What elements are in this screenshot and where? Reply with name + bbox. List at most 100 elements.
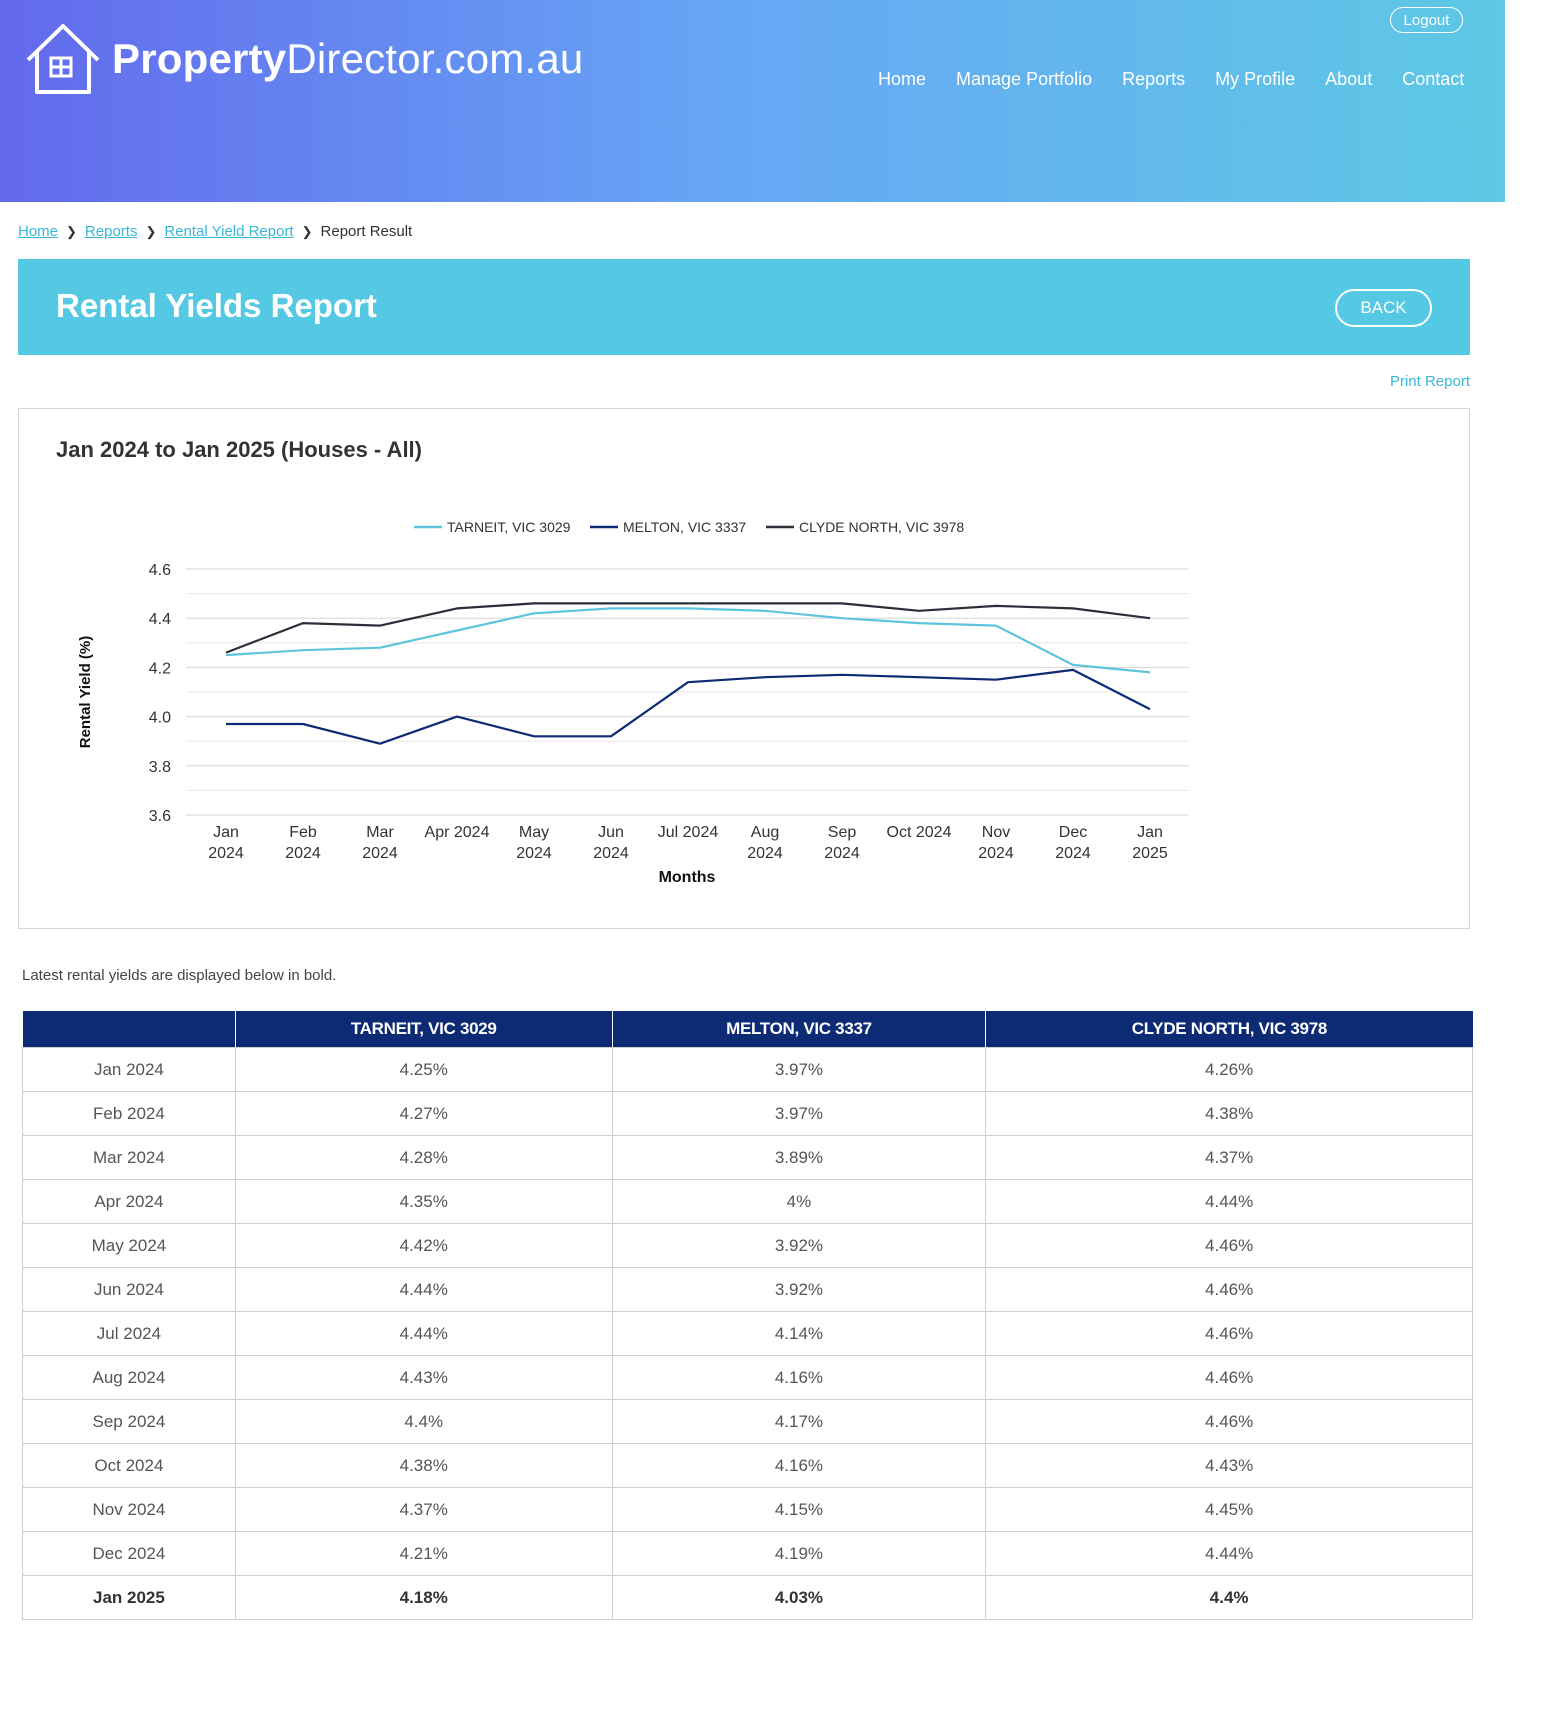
table-header-tarneit: TARNEIT, VIC 3029	[235, 1011, 613, 1048]
cell-melton: 3.97%	[611, 1047, 987, 1092]
cell-month: Jul 2024	[22, 1311, 236, 1356]
y-tick-label: 3.6	[149, 808, 171, 825]
cell-melton: 4.03%	[611, 1575, 987, 1620]
table-header-row: TARNEIT, VIC 3029 MELTON, VIC 3337 CLYDE…	[22, 1011, 1473, 1048]
cell-melton: 4.16%	[611, 1443, 987, 1488]
cell-melton: 4.19%	[611, 1531, 987, 1576]
cell-month: Mar 2024	[22, 1135, 236, 1180]
y-tick-label: 4.2	[149, 660, 171, 677]
table-row: Apr 2024 4.35% 4% 4.44%	[22, 1179, 1473, 1224]
cell-melton: 4.15%	[611, 1487, 987, 1532]
legend-label-tarneit: TARNEIT, VIC 3029	[447, 519, 571, 535]
table-row: Feb 2024 4.27% 3.97% 4.38%	[22, 1091, 1473, 1136]
cell-clyde-north: 4.44%	[985, 1531, 1473, 1576]
cell-melton: 4.16%	[611, 1355, 987, 1400]
legend-label-melton: MELTON, VIC 3337	[623, 519, 746, 535]
cell-clyde-north: 4.46%	[985, 1311, 1473, 1356]
table-header-blank	[22, 1011, 236, 1048]
x-tick-label-month: Jan	[1137, 824, 1163, 841]
breadcrumb-rental-yield-report[interactable]: Rental Yield Report	[164, 223, 294, 240]
cell-clyde-north: 4.46%	[985, 1267, 1473, 1312]
y-tick-label: 4.6	[149, 562, 171, 579]
house-logo-icon	[26, 24, 100, 94]
x-tick-label: Jun 2024	[593, 824, 629, 862]
cell-melton: 4.17%	[611, 1399, 987, 1444]
cell-melton: 4%	[611, 1179, 987, 1224]
cell-tarneit: 4.27%	[234, 1091, 613, 1136]
x-tick-label-month: Sep	[828, 824, 857, 841]
x-tick-label-year: 2024	[516, 845, 552, 862]
table-row: Oct 2024 4.38% 4.16% 4.43%	[22, 1443, 1473, 1488]
x-tick-label: Nov 2024	[978, 824, 1014, 862]
cell-month: Aug 2024	[22, 1355, 236, 1400]
cell-month: Feb 2024	[22, 1091, 236, 1136]
cell-tarneit: 4.4%	[234, 1399, 613, 1444]
table-row: Mar 2024 4.28% 3.89% 4.37%	[22, 1135, 1473, 1180]
brand-name-bold: Property	[112, 35, 287, 82]
table-header-clyde-north: CLYDE NORTH, VIC 3978	[985, 1011, 1473, 1048]
chevron-right-icon: ❯	[301, 223, 313, 239]
cell-clyde-north: 4.46%	[985, 1355, 1473, 1400]
cell-month: Jan 2025	[22, 1575, 236, 1620]
table-row: Jan 2025 4.18% 4.03% 4.4%	[22, 1575, 1473, 1620]
x-tick-label-year: 2024	[978, 845, 1014, 862]
x-tick-label-year: 2024	[285, 845, 321, 862]
table-row: Jan 2024 4.25% 3.97% 4.26%	[22, 1047, 1473, 1092]
breadcrumb-home[interactable]: Home	[18, 223, 59, 240]
cell-melton: 4.14%	[611, 1311, 987, 1356]
y-tick-label: 3.8	[149, 759, 171, 776]
cell-month: Apr 2024	[22, 1179, 236, 1224]
x-tick-label-month: Jan	[213, 824, 239, 841]
table-row: Jun 2024 4.44% 3.92% 4.46%	[22, 1267, 1473, 1312]
print-report-link[interactable]: Print Report	[1389, 373, 1470, 390]
cell-melton: 3.89%	[611, 1135, 987, 1180]
x-tick-label-year: 2024	[593, 845, 629, 862]
x-tick-label-month: Jun	[598, 824, 624, 841]
cell-clyde-north: 4.26%	[985, 1047, 1473, 1092]
cell-melton: 3.97%	[611, 1091, 987, 1136]
cell-tarneit: 4.21%	[234, 1531, 613, 1576]
cell-tarneit: 4.42%	[234, 1223, 613, 1268]
cell-tarneit: 4.38%	[234, 1443, 613, 1488]
y-axis-label: Rental Yield (%)	[77, 636, 94, 749]
brand-name: PropertyDirector.com.au	[112, 35, 583, 83]
y-tick-label: 4.4	[149, 611, 171, 628]
logout-button[interactable]: Logout	[1390, 7, 1463, 33]
cell-month: Oct 2024	[22, 1443, 236, 1488]
breadcrumb-reports[interactable]: Reports	[84, 223, 138, 240]
cell-tarneit: 4.28%	[234, 1135, 613, 1180]
table-row: Jul 2024 4.44% 4.14% 4.46%	[22, 1311, 1473, 1356]
nav-contact[interactable]: Contact	[1402, 69, 1465, 89]
cell-tarneit: 4.44%	[234, 1267, 613, 1312]
nav-manage-portfolio[interactable]: Manage Portfolio	[956, 69, 1093, 89]
cell-melton: 3.92%	[611, 1267, 987, 1312]
x-tick-label: Oct 2024	[887, 824, 952, 841]
cell-clyde-north: 4.44%	[985, 1179, 1473, 1224]
site-logo[interactable]: PropertyDirector.com.au	[24, 22, 583, 96]
y-tick-label: 4.0	[149, 710, 171, 727]
brand-name-light: Director.com.au	[286, 35, 584, 82]
legend-label-clyde-north: CLYDE NORTH, VIC 3978	[799, 519, 964, 535]
table-row: May 2024 4.42% 3.92% 4.46%	[22, 1223, 1473, 1268]
cell-month: Dec 2024	[22, 1531, 236, 1576]
cell-month: Jun 2024	[22, 1267, 236, 1312]
cell-tarneit: 4.43%	[234, 1355, 613, 1400]
page-title: Rental Yields Report	[56, 287, 377, 324]
back-button[interactable]: BACK	[1335, 289, 1432, 327]
nav-reports[interactable]: Reports	[1122, 69, 1186, 89]
x-tick-label-month: Mar	[366, 824, 394, 841]
breadcrumb-current: Report Result	[320, 223, 413, 240]
cell-month: Nov 2024	[22, 1487, 236, 1532]
table-row: Sep 2024 4.4% 4.17% 4.46%	[22, 1399, 1473, 1444]
nav-home[interactable]: Home	[878, 69, 927, 89]
x-tick-label-year: 2024	[208, 845, 244, 862]
rental-yield-line-chart: 4.6 4.4 4.2 4.0 3.8 3.6 Rental Yield (%) Jan 202…	[77, 519, 1189, 886]
table-row: Aug 2024 4.43% 4.16% 4.46%	[22, 1355, 1473, 1400]
cell-clyde-north: 4.4%	[985, 1575, 1473, 1620]
x-tick-label-year: 2024	[747, 845, 783, 862]
cell-melton: 3.92%	[611, 1223, 987, 1268]
nav-about[interactable]: About	[1325, 69, 1373, 89]
nav-my-profile[interactable]: My Profile	[1215, 69, 1296, 89]
cell-tarneit: 4.37%	[234, 1487, 613, 1532]
x-tick-label: Apr 2024	[425, 824, 490, 841]
